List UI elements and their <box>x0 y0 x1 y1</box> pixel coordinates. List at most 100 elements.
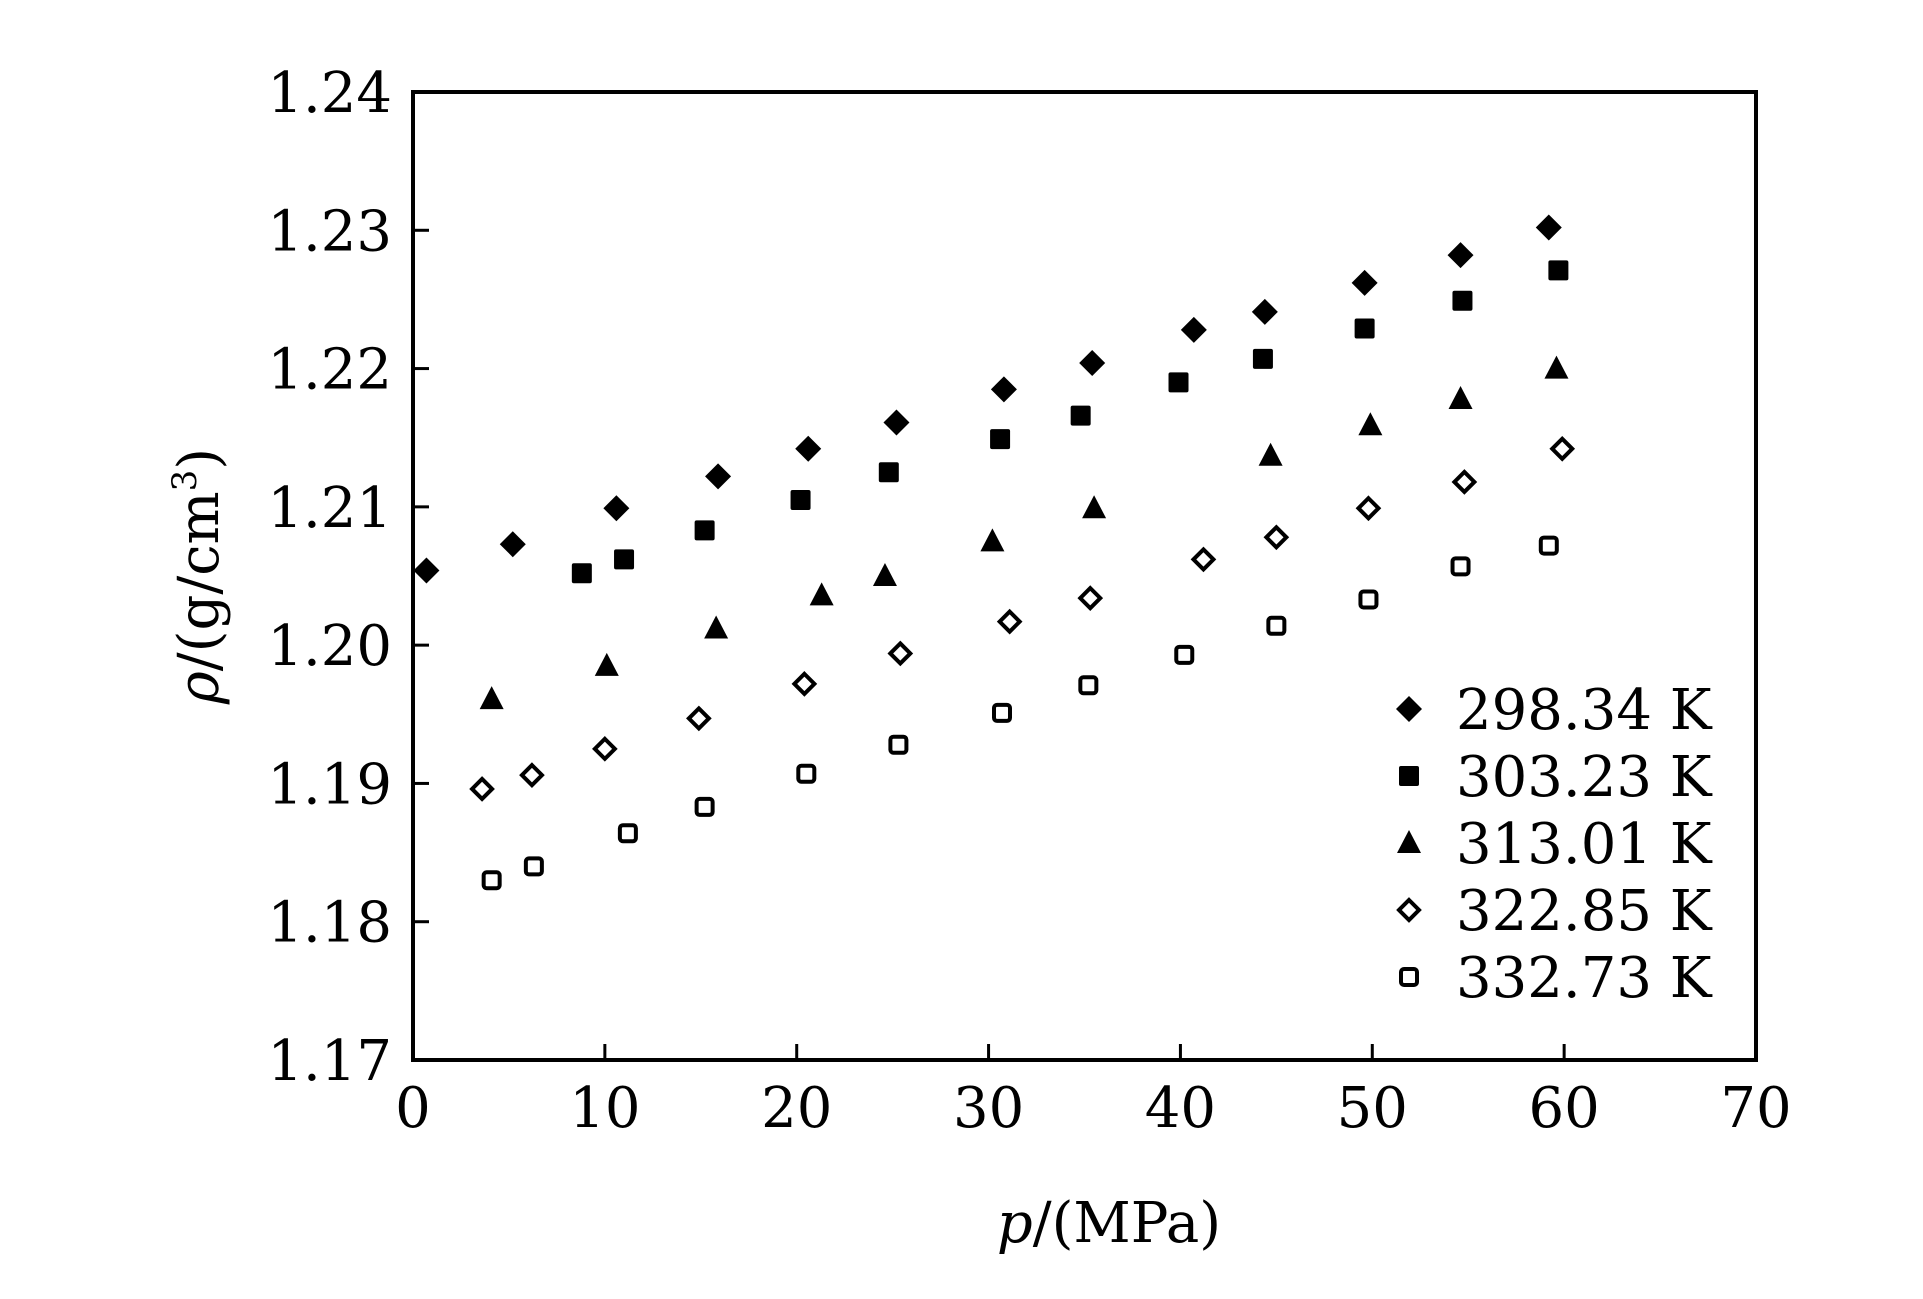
data-point <box>592 736 618 762</box>
data-point <box>1354 318 1375 339</box>
data-point <box>888 734 909 755</box>
y-tick-label: 1.20 <box>267 614 392 679</box>
tick-labels: 0 10 20 30 40 50 60 70 1.17 1.18 1.19 1.20 1.21 1.22 1… <box>267 61 1791 1141</box>
data-point <box>887 640 914 667</box>
data-point <box>1448 385 1473 409</box>
x-axis-unit: /(MPa) <box>1033 1191 1221 1256</box>
data-point <box>1180 316 1207 343</box>
data-point <box>499 531 526 558</box>
x-tick-label: 10 <box>569 1076 640 1141</box>
legend-marker <box>1396 696 1422 722</box>
legend-marker <box>1397 830 1421 853</box>
x-tick-label: 70 <box>1720 1076 1791 1141</box>
data-point <box>790 489 811 510</box>
data-point <box>481 870 502 891</box>
data-point <box>1351 269 1378 296</box>
data-point <box>413 557 440 584</box>
data-point <box>1452 290 1473 311</box>
x-tick-label: 30 <box>953 1076 1024 1141</box>
data-point <box>1168 372 1189 393</box>
data-point <box>1263 524 1290 551</box>
data-point <box>1190 546 1217 573</box>
data-point <box>1251 298 1278 325</box>
data-points <box>413 214 1576 891</box>
y-tick-label: 1.22 <box>267 338 392 403</box>
legend-item: 298.34 K <box>1396 678 1713 743</box>
data-point <box>686 705 712 732</box>
x-tick-label: 50 <box>1337 1076 1408 1141</box>
data-point <box>1538 535 1559 556</box>
legend-marker <box>1396 897 1422 923</box>
data-point <box>1358 412 1383 436</box>
legend-label: 322.85 K <box>1456 879 1713 944</box>
data-point <box>1535 214 1562 241</box>
data-point <box>1258 442 1283 466</box>
legend-item: 313.01 K <box>1397 812 1713 877</box>
data-point <box>795 435 822 462</box>
series-5 <box>481 535 1559 891</box>
data-point <box>1078 675 1099 696</box>
x-tick-label: 0 <box>395 1076 431 1141</box>
tick-marks <box>411 90 1758 1062</box>
legend-label: 332.73 K <box>1456 946 1713 1011</box>
legend-label: 313.01 K <box>1456 812 1713 877</box>
y-axis-symbol: ρ <box>167 671 232 705</box>
legend-item: 332.73 K <box>1399 946 1713 1011</box>
data-point <box>990 376 1017 403</box>
data-point <box>614 549 635 570</box>
data-point <box>694 520 715 541</box>
y-tick-label: 1.18 <box>267 891 392 956</box>
x-tick-label: 20 <box>761 1076 832 1141</box>
y-tick-label: 1.23 <box>267 199 392 264</box>
data-point <box>603 495 630 522</box>
x-tick-label: 60 <box>1529 1076 1600 1141</box>
data-point <box>809 582 834 606</box>
data-point <box>594 652 619 676</box>
data-point <box>1070 405 1091 426</box>
data-point <box>1355 495 1382 522</box>
x-axis-symbol: p <box>997 1191 1033 1256</box>
data-point <box>980 528 1005 552</box>
legend-label: 303.23 K <box>1456 745 1713 810</box>
legend-marker <box>1399 967 1419 987</box>
y-axis-title: ρ/(g/cm3) <box>165 448 232 705</box>
data-point <box>523 856 544 877</box>
data-point <box>1548 260 1569 281</box>
data-point <box>469 776 495 802</box>
y-axis-unit: /(g/cm <box>167 491 232 671</box>
data-point <box>1252 348 1273 369</box>
data-point <box>791 671 818 697</box>
data-point <box>1451 469 1478 495</box>
data-point <box>872 563 897 586</box>
data-point <box>1077 585 1104 611</box>
series-4 <box>469 435 1576 802</box>
y-tick-label: 1.19 <box>267 752 392 817</box>
y-tick-label: 1.24 <box>267 61 392 126</box>
legend-item: 303.23 K <box>1399 745 1713 810</box>
data-point <box>1079 350 1106 377</box>
y-axis-unit-close: ) <box>167 448 232 470</box>
data-point <box>1358 589 1379 610</box>
data-point <box>883 409 910 436</box>
plot-frame <box>411 90 1758 1062</box>
y-axis-unit-exponent: 3 <box>165 470 205 492</box>
data-point <box>519 762 545 788</box>
x-axis-title: p/(MPa) <box>997 1191 1221 1256</box>
data-point <box>617 823 638 844</box>
data-point <box>704 615 729 639</box>
data-point <box>990 429 1011 450</box>
data-point <box>992 702 1013 723</box>
data-point <box>1549 435 1576 462</box>
y-tick-label: 1.17 <box>267 1029 392 1094</box>
data-point <box>705 463 732 490</box>
data-point <box>1266 615 1287 636</box>
series-2 <box>571 260 1569 584</box>
series-1 <box>413 214 1562 584</box>
data-point <box>996 608 1023 635</box>
data-point <box>878 462 899 483</box>
data-point <box>1544 355 1569 379</box>
data-point <box>1450 556 1471 577</box>
data-point <box>571 563 592 584</box>
